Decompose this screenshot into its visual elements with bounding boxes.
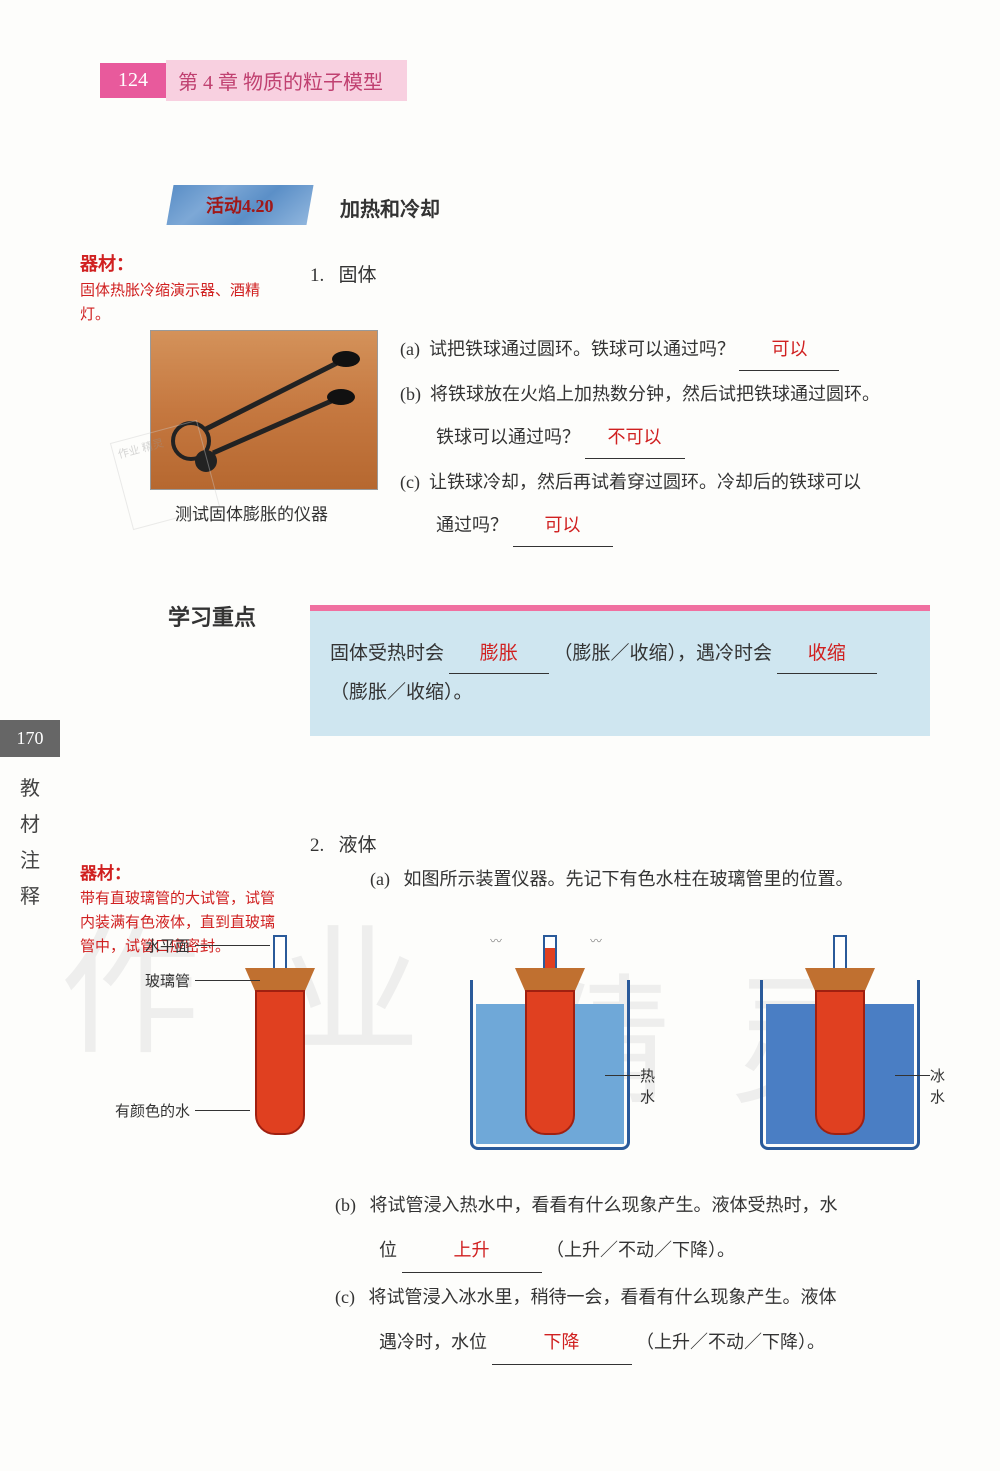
diagram-2: 〰 〰 热水 [450,940,650,1150]
q-text: 让铁球冷却，然后再试着穿过圆环。冷却后的铁球可以 [429,472,861,492]
focus-text: （膨胀／收缩），遇冷时会 [554,643,773,664]
answer-fill: 可以 [513,506,613,547]
steam-icon: 〰 [590,932,602,949]
answer-fill: 可以 [739,330,839,371]
question-block-1: (a) 试把铁球通过圆环。铁球可以通过吗？ 可以 (b) 将铁球放在火焰上加热数… [400,330,940,551]
answer-fill: 上升 [402,1230,542,1272]
label-line [195,945,270,946]
focus-text: 固体受热时会 [330,643,444,664]
label-line [605,1075,640,1076]
apparatus-caption: 测试固体膨胀的仪器 [175,500,328,525]
label-line [195,980,260,981]
section-2-heading: 2. 液体 [310,830,377,857]
study-focus-box: 固体受热时会 膨胀 （膨胀／收缩），遇冷时会 收缩 （膨胀／收缩）。 [310,605,930,736]
activity-badge: 活动4.20 [166,185,313,225]
q-text: 将试管浸入冰水里，稍待一会，看看有什么现象产生。液体 [368,1287,836,1307]
q-text: 遇冷时，水位 [379,1332,487,1352]
label-water-surface: 水平面 [145,935,190,956]
section-number: 2. [310,835,324,856]
q-label: (c) [335,1287,355,1307]
page-header: 124 第 4 章 物质的粒子模型 [100,60,407,101]
label-line [895,1075,930,1076]
label-colored-water: 有颜色的水 [115,1100,190,1121]
q-label: (a) [370,869,390,889]
activity-title: 加热和冷却 [340,193,440,222]
section-title: 固体 [339,265,377,286]
diagrams-row: 水平面 玻璃管 有颜色的水 〰 〰 热水 冰水 [200,920,940,1150]
q-label: (c) [400,472,420,492]
q-text: （上升／不动／下降）。 [546,1240,735,1260]
study-focus-heading: 学习重点 [168,600,256,632]
label-line [195,1110,250,1111]
q-label: (a) [400,339,420,359]
answer-fill: 收缩 [777,635,877,674]
label-glass-tube: 玻璃管 [145,970,190,991]
q-text: 试把铁球通过圆环。铁球可以通过吗？ [429,339,735,359]
answer-fill: 不可以 [585,418,685,459]
side-tab-number: 170 [0,720,60,757]
activity-badge-text: 活动4.20 [206,192,274,218]
chapter-title: 第 4 章 物质的粒子模型 [166,60,407,101]
q-text: 将试管浸入热水中，看看有什么现象产生。液体受热时，水 [370,1195,838,1215]
materials-label: 器材： [80,860,280,887]
answer-fill: 下降 [492,1322,632,1364]
q-text: （上升／不动／下降）。 [636,1332,825,1352]
test-tube [525,990,575,1135]
q-text: 通过吗？ [436,515,508,535]
q-label: (b) [335,1195,356,1215]
test-tube [255,990,305,1135]
q-text: 位 [379,1240,397,1260]
question-block-2: (b) 将试管浸入热水中，看看有什么现象产生。液体受热时，水 位 上升 （上升／… [335,1185,935,1369]
question-2a: (a) 如图所示装置仪器。先记下有色水柱在玻璃管里的位置。 [370,865,930,891]
answer-fill: 膨胀 [449,635,549,674]
side-tab: 170 教材注释 [0,720,60,929]
diagram-3: 冰水 [740,940,940,1150]
diagram-1: 水平面 玻璃管 有颜色的水 [200,940,360,1150]
focus-text: （膨胀／收缩）。 [330,682,473,703]
q-text: 如图所示装置仪器。先记下有色水柱在玻璃管里的位置。 [403,869,853,889]
section-title: 液体 [339,835,377,856]
q-text: 将铁球放在火焰上加热数分钟，然后试把铁球通过圆环。 [430,384,880,404]
test-tube [815,990,865,1135]
section-number: 1. [310,265,324,286]
q-label: (b) [400,384,421,404]
side-tab-text: 教材注释 [0,757,60,929]
materials-text: 固体热胀冷缩演示器、酒精灯。 [80,279,280,327]
materials-label: 器材： [80,250,280,279]
q-text: 铁球可以通过吗？ [436,427,580,447]
section-1-heading: 1. 固体 [310,260,377,287]
materials-block-1: 器材： 固体热胀冷缩演示器、酒精灯。 [80,250,280,327]
label-hot-water: 热水 [640,1065,655,1107]
page-number: 124 [100,63,166,98]
steam-icon: 〰 [490,932,502,949]
label-cold-water: 冰水 [930,1065,945,1107]
